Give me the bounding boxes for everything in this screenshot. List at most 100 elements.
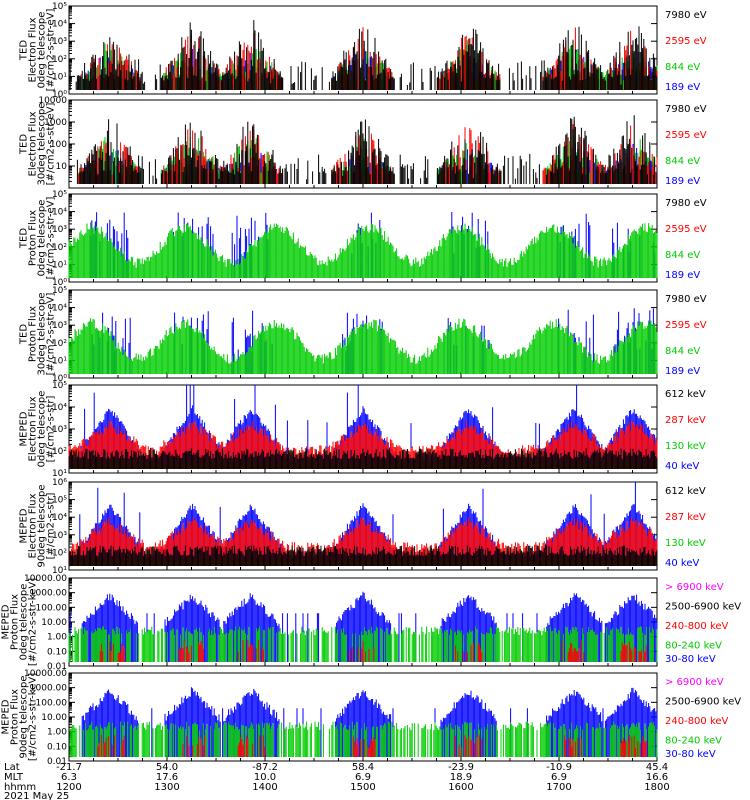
y-tick-label: 10⁴ (52, 403, 67, 413)
y-axis-title-line: [#/cm2-s-str-eV] (46, 197, 57, 280)
series-trace (97, 734, 647, 757)
y-tick-label: 10⁰ (52, 374, 67, 384)
y-axis-title-line: 90deg telescope (19, 675, 30, 758)
y-tick-label: 10¹ (52, 566, 67, 576)
x-tick-mlt: 17.6 (156, 772, 178, 783)
x-tick-hhmm: 1400 (252, 782, 277, 793)
y-axis-title-line: Proton Flux (10, 689, 21, 745)
x-tick-hhmm: 1200 (56, 782, 81, 793)
legend-entry: 2500-6900 keV (665, 697, 741, 708)
y-tick-label: 10000 (38, 96, 67, 106)
legend-entry: 240-800 keV (665, 716, 729, 727)
series-trace (68, 318, 658, 374)
y-axis-title-line: TED (19, 324, 30, 345)
legend-entry: > 6900 keV (665, 582, 724, 593)
y-axis-title-line: MEPED (19, 508, 30, 543)
y-tick-label: 10⁴ (52, 513, 67, 523)
y-tick-label: 10⁰ (52, 278, 67, 288)
y-tick-label: 10⁴ (52, 304, 67, 314)
legend-entry: 7980 eV (665, 198, 707, 209)
y-axis-title-line: MEPED (1, 604, 12, 639)
x-tick-lat: -87.2 (252, 762, 278, 773)
y-tick-label: 10² (52, 243, 67, 253)
y-axis-title-line: Electron Flux (28, 111, 39, 176)
legend-entry: 2500-6900 keV (665, 602, 741, 613)
y-tick-label: 10³ (52, 321, 67, 331)
y-tick-label: 10⁵ (52, 286, 67, 296)
series-trace (99, 639, 647, 662)
legend-entry: 189 eV (665, 270, 700, 281)
legend-entry: 7980 eV (665, 294, 707, 305)
x-tick-mlt: 6.9 (551, 772, 567, 783)
x-tick-lat: -23.9 (448, 762, 474, 773)
y-tick-label: 10⁶ (52, 478, 67, 488)
y-axis-title-line: 0deg telescope (19, 584, 30, 661)
y-tick-label: 10.00 (41, 713, 67, 723)
y-tick-label: 10⁵ (52, 190, 67, 200)
y-axis-title-line: TED (19, 134, 30, 155)
y-axis-title-line: [#/cm2-s-str-keV] (28, 673, 39, 761)
y-axis-title-line: 0deg telescope (37, 12, 48, 89)
x-tick-hhmm: 1700 (546, 782, 571, 793)
y-tick-label: 10.00 (41, 618, 67, 628)
legend-entry: 30-80 keV (665, 654, 716, 665)
y-axis-title-line: TED (19, 40, 30, 61)
y-axis-title-line: TED (19, 228, 30, 249)
legend-entry: 612 keV (665, 389, 706, 400)
y-axis-title-line: [#/cm2-s-str] (46, 492, 57, 559)
panel-7: 0.010.101.0010.00100.001000.0010000.00ME… (1, 574, 742, 672)
y-tick-label: 0.10 (47, 742, 67, 752)
y-tick-label: 0.01 (47, 662, 67, 672)
y-axis-title-line: [#/cm2-s-str] (46, 395, 57, 462)
y-tick-label: 10² (52, 447, 67, 457)
series-trace (68, 448, 658, 469)
x-tick-lat: 45.4 (646, 762, 668, 773)
y-tick-label: 0.10 (47, 647, 67, 657)
y-tick-label: 100.00 (36, 603, 68, 613)
legend-entry: 2595 eV (665, 320, 707, 331)
y-tick-label: 10⁵ (52, 496, 67, 506)
x-tick-mlt: 6.9 (355, 772, 371, 783)
x-tick-hhmm: 1600 (448, 782, 473, 793)
y-axis-title-line: 0deg telescope (37, 391, 48, 468)
legend-entry: 189 eV (665, 366, 700, 377)
legend-entry: 189 eV (665, 176, 700, 187)
legend-entry: 612 keV (665, 486, 706, 497)
legend-entry: 130 keV (665, 441, 706, 452)
legend-entry: 130 keV (665, 538, 706, 549)
x-tick-lat: 58.4 (352, 762, 374, 773)
x-tick-mlt: 16.6 (646, 772, 668, 783)
y-tick-label: 1.00 (47, 728, 67, 738)
y-tick-label: 10¹ (52, 260, 67, 270)
legend-entry: > 6900 keV (665, 677, 724, 688)
y-tick-label: 10⁰ (52, 90, 67, 100)
legend-entry: 40 keV (665, 461, 699, 472)
x-axis-row-label: Lat (4, 762, 20, 773)
y-tick-label: 10¹ (52, 356, 67, 366)
y-tick-label: 10⁵ (52, 2, 67, 12)
y-tick-label: 10 (56, 162, 68, 172)
x-tick-hhmm: 1300 (154, 782, 179, 793)
legend-entry: 844 eV (665, 62, 700, 73)
series-trace (68, 222, 658, 278)
y-axis-title-line: Electron Flux (28, 493, 39, 558)
y-tick-label: 10⁴ (52, 20, 67, 30)
date-label: 2021 May 25 (4, 791, 69, 800)
x-tick-hhmm: 1500 (350, 782, 375, 793)
series-trace (68, 545, 658, 566)
series-trace (68, 115, 658, 184)
legend-entry: 30-80 keV (665, 749, 716, 760)
y-axis-title-line: [#/cm2-s-str-eV] (46, 9, 57, 92)
x-tick-hhmm: 1800 (644, 782, 669, 793)
